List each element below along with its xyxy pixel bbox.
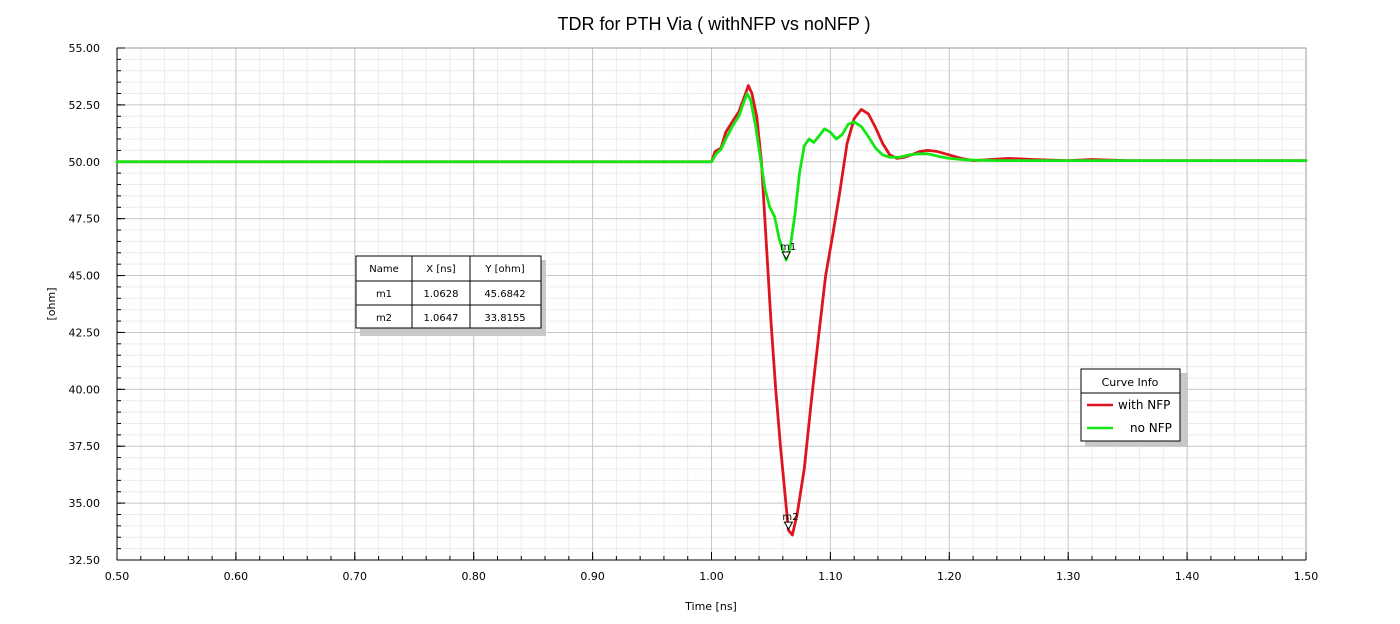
y-tick-label: 37.50 [69, 440, 101, 453]
marker-table[interactable]: Name X [ns] Y [ohm] m1 1.0628 45.6842 m2… [355, 255, 546, 336]
marker-label-m2: m2 [782, 512, 798, 523]
x-tick-label: 1.40 [1175, 570, 1200, 583]
x-tick-labels: 0.50 0.60 0.70 0.80 0.90 1.00 1.10 1.20 1.30 1.40… [105, 570, 1319, 583]
legend-title: Curve Info [1102, 376, 1159, 389]
x-tick-label: 1.20 [937, 570, 962, 583]
x-tick-label: 0.60 [224, 570, 249, 583]
legend-label-with-nfp: with NFP [1118, 398, 1170, 412]
series-line-no-nfp [115, 92, 1308, 262]
marker-table-box [355, 255, 542, 329]
y-tick-labels: 32.50 35.00 37.50 40.00 42.50 45.00 47.50 50.00… [69, 42, 101, 567]
marker-table-cell: m1 [376, 289, 392, 300]
x-axis-label: Time [ns] [684, 600, 737, 613]
x-tick-label: 1.10 [818, 570, 843, 583]
x-tick-label: 1.00 [699, 570, 724, 583]
marker-table-header-x: X [ns] [426, 264, 455, 275]
marker-table-cell: 1.0628 [424, 289, 459, 300]
x-tick-label: 1.30 [1056, 570, 1081, 583]
legend-label-no-nfp: no NFP [1130, 421, 1172, 435]
marker-m2 [783, 521, 794, 531]
x-tick-label: 0.80 [461, 570, 486, 583]
marker-table-cell: 45.6842 [484, 289, 525, 300]
x-tick-label: 0.70 [343, 570, 368, 583]
y-tick-label: 32.50 [69, 554, 101, 567]
marker-table-cell: m2 [376, 313, 392, 324]
chart-title: TDR for PTH Via ( withNFP vs noNFP ) [557, 14, 870, 34]
y-tick-label: 45.00 [69, 270, 101, 283]
grid-major [116, 47, 1307, 561]
x-tick-label: 1.50 [1294, 570, 1319, 583]
marker-table-header-name: Name [369, 264, 399, 275]
y-tick-label: 42.50 [69, 326, 101, 339]
marker-m1 [781, 251, 792, 260]
x-tick-label: 0.90 [580, 570, 605, 583]
y-tick-label: 52.50 [69, 99, 101, 112]
y-tick-label: 55.00 [69, 42, 101, 55]
y-axis-label: [ohm] [45, 288, 58, 321]
y-tick-label: 35.00 [69, 497, 101, 510]
y-tick-label: 47.50 [69, 213, 101, 226]
marker-table-header-y: Y [ohm] [484, 264, 524, 275]
legend[interactable]: Curve Info with NFP no NFP [1080, 368, 1188, 447]
marker-label-m1: m1 [780, 242, 796, 253]
x-tick-label: 0.50 [105, 570, 130, 583]
axis-ticks [116, 47, 1307, 561]
series-layer [115, 84, 1308, 537]
y-tick-label: 40.00 [69, 383, 101, 396]
marker-table-cell: 33.8155 [484, 313, 525, 324]
y-tick-label: 50.00 [69, 156, 101, 169]
marker-layer: m1 m2 [780, 242, 799, 531]
marker-table-cell: 1.0647 [424, 313, 459, 324]
